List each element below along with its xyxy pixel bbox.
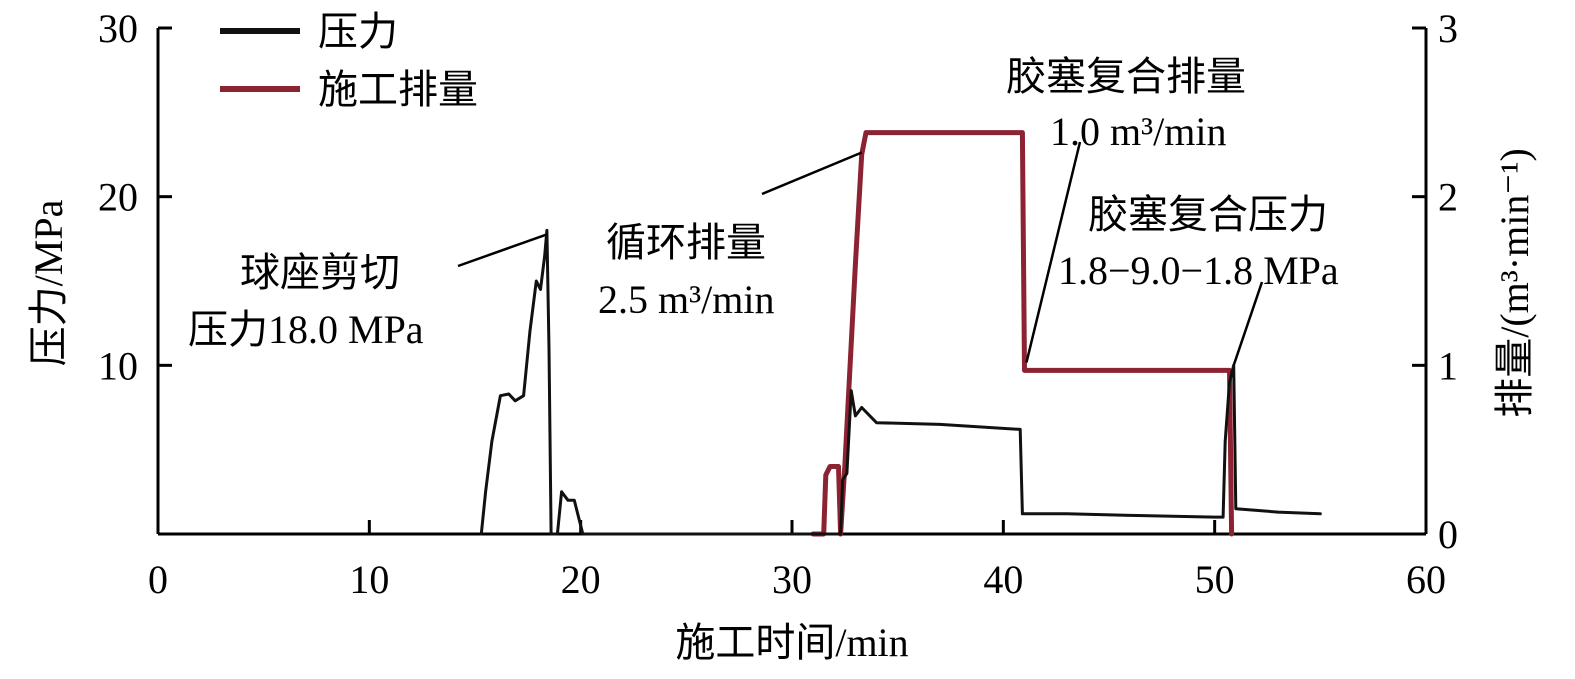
- x-tick-label: 30: [772, 557, 812, 602]
- annotation-ball-seat-line2: 压力18.0 MPa: [188, 307, 424, 352]
- leader-plug-pressure: [1232, 281, 1264, 366]
- legend-label-pressure: 压力: [318, 9, 398, 54]
- annotation-plug-pressure-line1: 胶塞复合压力: [1088, 192, 1328, 237]
- leader-ball-seat: [457, 233, 548, 268]
- annotation-plug-flow-line2: 1.0 m³/min: [1050, 109, 1226, 154]
- x-tick-label: 40: [983, 557, 1023, 602]
- legend: 压力 施工排量: [220, 9, 478, 112]
- legend-label-flow: 施工排量: [318, 67, 478, 112]
- annotation-ball-seat-line1: 球座剪切: [240, 250, 400, 295]
- annotation-circulation-line2: 2.5 m³/min: [598, 277, 774, 322]
- y-axis-title-left: 压力/MPa: [26, 199, 71, 366]
- x-tick-label: 20: [561, 557, 601, 602]
- y-left-tick-label: 10: [98, 343, 138, 388]
- series-layer: [479, 130, 1322, 537]
- series-line-flow: [810, 130, 1235, 537]
- y-right-tick-label: 2: [1438, 175, 1458, 220]
- y-right-tick-label: 0: [1438, 512, 1458, 557]
- y-right-tick-label: 3: [1438, 6, 1458, 51]
- y-axis-title-right: 排量/(m³·min⁻¹): [1492, 148, 1537, 418]
- x-tick-label: 0: [148, 557, 168, 602]
- x-axis-title: 施工时间/min: [675, 620, 908, 665]
- y-left-tick-label: 20: [98, 175, 138, 220]
- y-right-tick-label: 1: [1438, 343, 1458, 388]
- annotation-circulation-line1: 循环排量: [606, 220, 766, 265]
- annotation-leaders: [457, 141, 1264, 366]
- x-tick-label: 60: [1406, 557, 1446, 602]
- leader-circulation: [761, 151, 863, 196]
- y-left-tick-label: 30: [98, 6, 138, 51]
- annotation-plug-flow-line1: 胶塞复合排量: [1006, 54, 1246, 99]
- x-tick-label: 10: [349, 557, 389, 602]
- series-line-pressure: [479, 228, 1322, 536]
- x-tick-label: 50: [1195, 557, 1235, 602]
- leader-plug-flow: [1025, 141, 1082, 363]
- annotation-plug-pressure-line2: 1.8−9.0−1.8 MPa: [1058, 248, 1339, 293]
